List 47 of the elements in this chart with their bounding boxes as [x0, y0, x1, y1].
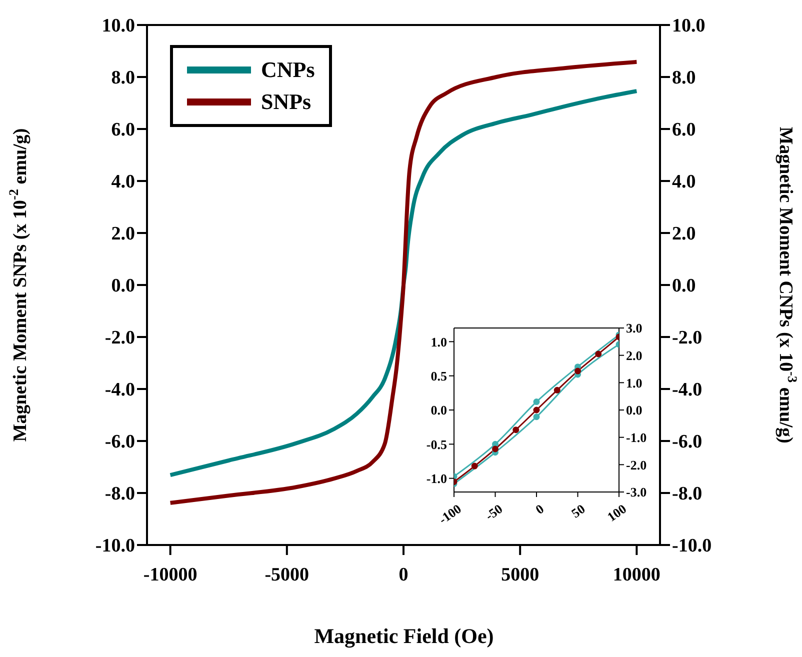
y2-tick-label: 8.0 [672, 68, 696, 89]
y-tick-label: 8.0 [111, 68, 135, 89]
y-tick-label: -0.5 [426, 436, 448, 452]
y2-tick-label: 0.0 [626, 402, 642, 418]
y-tick-label: -1.0 [426, 470, 447, 486]
y-tick-label: 10.0 [102, 16, 135, 37]
y-tick-label: 0.0 [430, 402, 447, 418]
y-tick-label: -8.0 [104, 484, 135, 505]
y2-tick-label: 0.0 [672, 276, 696, 297]
y2-tick-label: -2.0 [672, 328, 702, 349]
y2-tick-label: 10.0 [672, 16, 706, 37]
y-tick-label: 6.0 [111, 120, 135, 141]
y-tick-label: 0.0 [111, 276, 135, 297]
x-tick-label: 5000 [501, 564, 540, 586]
y2-tick-label: 2.0 [626, 348, 642, 363]
x-tick-label: -50 [482, 501, 506, 524]
y2-tick-label: 6.0 [672, 120, 696, 141]
x-tick-label: 0 [398, 564, 408, 586]
x-tick-label: -5000 [264, 564, 310, 586]
y-tick-label: 1.0 [430, 334, 447, 350]
x-tick-label: 10000 [612, 564, 660, 586]
y2-tick-label: 1.0 [626, 375, 642, 390]
y2-tick-label: -10.0 [672, 536, 712, 557]
y2-tick-label: 3.0 [626, 320, 642, 336]
x-axis-title: Magnetic Field (Oe) [314, 624, 494, 648]
y2-tick-label: -4.0 [672, 380, 702, 401]
x-tick-label: -100 [436, 501, 464, 527]
x-tick-label: 100 [604, 501, 629, 524]
x-tick-label: 0 [532, 501, 546, 518]
y-tick-label: 4.0 [111, 172, 135, 193]
x-tick-label: 50 [568, 501, 588, 521]
x-tick-label: -10000 [143, 564, 198, 586]
y2-tick-label: 4.0 [672, 172, 696, 193]
y2-tick-label: -6.0 [672, 432, 702, 453]
legend-label: SNPs [261, 89, 312, 115]
y-tick-label: -6.0 [104, 432, 135, 453]
y2-tick-label: -3.0 [626, 484, 647, 500]
y2-tick-label: -8.0 [672, 484, 702, 505]
y-tick-label: 2.0 [111, 224, 135, 245]
y-tick-label: -4.0 [104, 380, 135, 401]
y2-tick-label: -2.0 [626, 457, 647, 472]
y-tick-label: 0.5 [430, 368, 448, 384]
y-tick-label: -10.0 [95, 536, 135, 557]
y-tick-label: -2.0 [104, 328, 135, 349]
legend-label: CNPs [261, 57, 315, 83]
y2-tick-label: 2.0 [672, 224, 696, 245]
y2-tick-label: -1.0 [626, 430, 647, 445]
